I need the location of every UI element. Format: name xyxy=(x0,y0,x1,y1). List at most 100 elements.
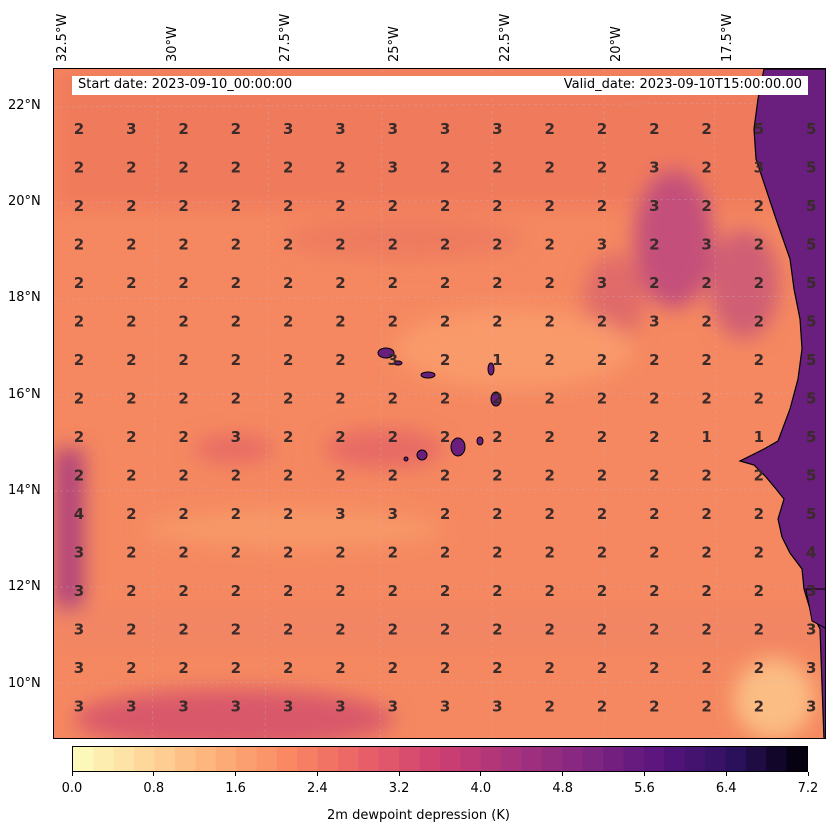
grid-value: 3 xyxy=(335,698,345,716)
colorbar-segment xyxy=(93,747,115,771)
grid-value: 2 xyxy=(440,428,450,446)
map-canvas: 2 3 2 2 3 3 3 3 3 2 2 2 2 5 5 2 2 2 2 2 2 3 2 2 2 2 3 2 3 5 2 2 2 2 2 2 2 2 2 2… xyxy=(54,69,825,738)
grid-value: 2 xyxy=(335,659,345,677)
grid-value: 2 xyxy=(74,274,84,292)
grid-value: 3 xyxy=(440,120,450,138)
grid-value: 2 xyxy=(283,159,293,177)
grid-value: 3 xyxy=(597,236,607,254)
grid-value: 2 xyxy=(492,159,502,177)
grid-value: 2 xyxy=(440,621,450,639)
grid-value: 2 xyxy=(649,236,659,254)
colorbar-segment xyxy=(460,747,482,771)
grid-value: 5 xyxy=(806,505,816,523)
grid-value: 2 xyxy=(126,428,136,446)
grid-value: 2 xyxy=(178,659,188,677)
colorbar-segment xyxy=(73,747,94,771)
grid-value: 2 xyxy=(126,159,136,177)
grid-value: 2 xyxy=(597,659,607,677)
grid-value: 2 xyxy=(231,582,241,600)
grid-value: 2 xyxy=(231,197,241,215)
grid-value: 2 xyxy=(231,621,241,639)
grid-value: 2 xyxy=(544,390,554,408)
grid-value: 2 xyxy=(440,505,450,523)
grid-value: 2 xyxy=(649,621,659,639)
grid-value: 2 xyxy=(492,505,502,523)
grid-value: 2 xyxy=(544,505,554,523)
grid-value: 2 xyxy=(231,467,241,485)
grid-value: 2 xyxy=(440,351,450,369)
grid-value: 2 xyxy=(754,659,764,677)
grid-value: 3 xyxy=(806,659,816,677)
colorbar-segment xyxy=(440,747,461,771)
grid-value: 2 xyxy=(335,467,345,485)
grid-value: 2 xyxy=(440,159,450,177)
grid-value: 2 xyxy=(283,236,293,254)
grid-value: 2 xyxy=(126,544,136,562)
grid-value: 2 xyxy=(597,159,607,177)
grid-value: 2 xyxy=(701,390,711,408)
colorbar-segment xyxy=(256,747,278,771)
grid-value: 2 xyxy=(440,197,450,215)
grid-value: 2 xyxy=(231,159,241,177)
grid-value: 2 xyxy=(701,505,711,523)
grid-value: 2 xyxy=(388,197,398,215)
grid-value: 2 xyxy=(388,428,398,446)
grid-value: 2 xyxy=(440,544,450,562)
grid-value: 2 xyxy=(492,313,502,331)
colorbar-tick-label: 3.2 xyxy=(388,781,410,796)
grid-value: 2 xyxy=(701,274,711,292)
colorbar-segment xyxy=(582,747,604,771)
grid-value: 2 xyxy=(492,390,502,408)
grid-value: 3 xyxy=(283,698,293,716)
grid-value: 2 xyxy=(701,351,711,369)
colorbar-segment xyxy=(643,747,665,771)
grid-value: 2 xyxy=(178,351,188,369)
grid-value: 2 xyxy=(126,505,136,523)
grid-value: 2 xyxy=(231,236,241,254)
colorbar-tick-mark xyxy=(643,772,645,776)
grid-value: 2 xyxy=(440,236,450,254)
grid-value: 2 xyxy=(126,274,136,292)
grid-value: 2 xyxy=(126,351,136,369)
grid-value: 2 xyxy=(544,159,554,177)
grid-value: 2 xyxy=(597,505,607,523)
colorbar-segment xyxy=(562,747,584,771)
grid-value: 2 xyxy=(178,582,188,600)
grid-value: 3 xyxy=(74,659,84,677)
lon-label: 20°W xyxy=(609,26,624,62)
colorbar-segment xyxy=(399,747,421,771)
grid-value: 2 xyxy=(544,274,554,292)
colorbar-segment xyxy=(358,747,380,771)
grid-value: 2 xyxy=(283,390,293,408)
colorbar-segment xyxy=(623,747,645,771)
value-grid: 2 3 2 2 3 3 3 3 3 2 2 2 2 5 5 2 2 2 2 2 2 3 2 2 2 2 3 2 3 5 2 2 2 2 2 2 2 2 2 2… xyxy=(74,120,817,716)
grid-value: 2 xyxy=(74,467,84,485)
grid-value: 2 xyxy=(492,274,502,292)
grid-value: 2 xyxy=(492,236,502,254)
grid-value: 2 xyxy=(597,428,607,446)
grid-value: 2 xyxy=(335,390,345,408)
grid-value: 5 xyxy=(806,351,816,369)
colorbar-segment xyxy=(154,747,176,771)
grid-value: 2 xyxy=(388,236,398,254)
grid-value: 2 xyxy=(283,274,293,292)
grid-value: 2 xyxy=(388,544,398,562)
grid-value: 2 xyxy=(440,467,450,485)
date-banner: Start date: 2023-09-10_00:00:00 Valid_da… xyxy=(72,76,808,95)
colorbar-segment xyxy=(766,747,788,771)
grid-value: 3 xyxy=(74,621,84,639)
grid-value: 3 xyxy=(754,159,764,177)
colorbar-tick-label: 1.6 xyxy=(225,781,246,796)
colorbar-tick-label: 0.8 xyxy=(143,781,165,796)
grid-value: 2 xyxy=(388,390,398,408)
grid-value: 2 xyxy=(388,659,398,677)
grid-value: 2 xyxy=(231,544,241,562)
grid-value: 3 xyxy=(74,698,84,716)
grid-value: 2 xyxy=(178,544,188,562)
grid-value: 2 xyxy=(74,351,84,369)
colorbar-segment xyxy=(480,747,502,771)
grid-value: 5 xyxy=(806,467,816,485)
grid-value: 2 xyxy=(754,467,764,485)
grid-value: 5 xyxy=(806,120,816,138)
grid-value: 2 xyxy=(283,313,293,331)
